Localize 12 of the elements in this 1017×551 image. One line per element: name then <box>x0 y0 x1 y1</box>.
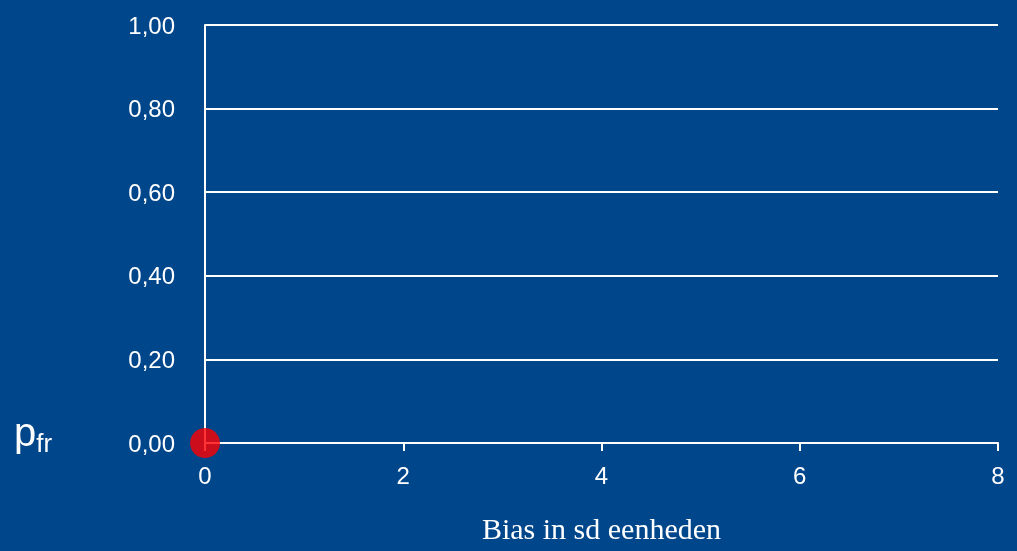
x-tick-label: 6 <box>793 461 807 489</box>
y-tick-label: 0,60 <box>128 178 175 206</box>
x-tick-label: 0 <box>198 461 212 489</box>
y-tick-label: 1,00 <box>128 11 175 39</box>
x-tick-label: 2 <box>396 461 410 489</box>
x-tick-label: 4 <box>594 461 609 489</box>
x-axis-title: Bias in sd eenheden <box>481 511 722 545</box>
y-tick-label: 0,00 <box>128 429 175 457</box>
y-tick-label: 0,20 <box>128 345 175 373</box>
x-tick-label: 8 <box>991 461 1005 489</box>
y-tick-label: 0,40 <box>128 262 175 290</box>
y-tick-label: 0,80 <box>128 95 175 123</box>
